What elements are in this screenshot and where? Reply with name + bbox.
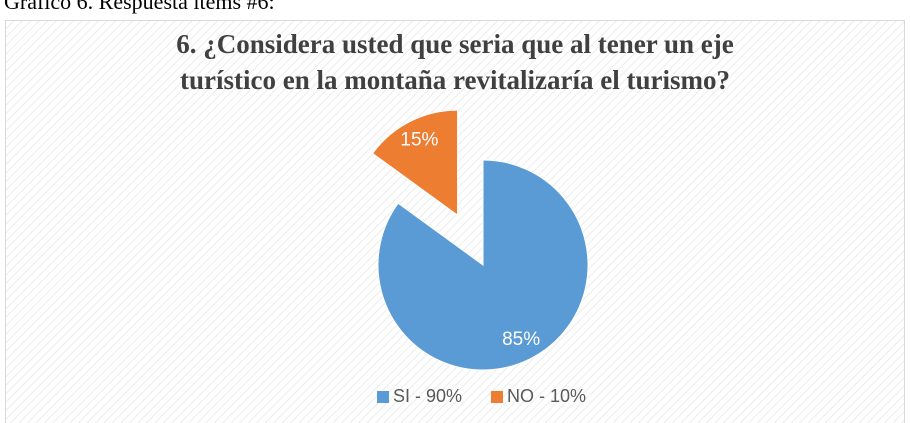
chart-title: turístico en la montaña revitalizaría el… bbox=[180, 65, 730, 95]
data-label: 15% bbox=[400, 129, 438, 150]
legend-label: SI - 90% bbox=[393, 386, 462, 406]
chart-title: 6. ¿Considera usted que seria que al ten… bbox=[176, 29, 734, 59]
legend-swatch bbox=[377, 391, 389, 403]
caption: Gráfico 6. Respuesta ítems #6: bbox=[4, 0, 275, 14]
legend-swatch bbox=[491, 391, 503, 403]
pie-slice bbox=[377, 159, 589, 371]
pie-slice bbox=[371, 109, 459, 217]
legend-label: NO - 10% bbox=[507, 386, 586, 406]
data-label: 85% bbox=[502, 329, 540, 350]
